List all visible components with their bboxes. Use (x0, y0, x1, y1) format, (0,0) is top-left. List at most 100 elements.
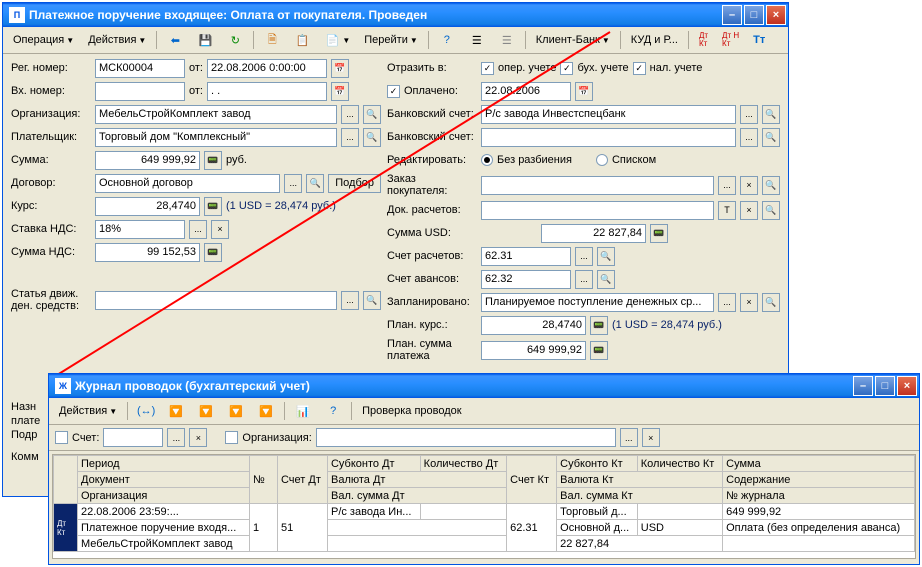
search-icon-9[interactable]: 🔍 (597, 247, 615, 266)
col-doc[interactable]: Документ (78, 472, 250, 488)
entries-icon-e[interactable]: 🔽 (252, 400, 280, 422)
payer-input[interactable] (95, 128, 337, 147)
dots-button-4[interactable]: ... (189, 220, 207, 239)
col-qty-dt[interactable]: Количество Дт (420, 456, 506, 472)
search-icon[interactable]: 🔍 (363, 105, 381, 124)
org-filter-clear[interactable]: × (642, 428, 660, 447)
acc-filter-dots[interactable]: ... (167, 428, 185, 447)
calc-icon-2[interactable]: 📟 (204, 197, 222, 216)
col-journal[interactable]: № журнала (723, 488, 915, 504)
clear-icon-4[interactable]: × (740, 293, 758, 312)
entries-grid[interactable]: Период № Счет Дт Субконто Дт Количество … (52, 454, 916, 559)
calc-icon[interactable]: 📟 (204, 151, 222, 170)
acc-adv-input[interactable] (481, 270, 571, 289)
sum-input[interactable] (95, 151, 200, 170)
col-no[interactable]: № (249, 456, 277, 504)
col-qty-kt[interactable]: Количество Кт (637, 456, 722, 472)
col-sub-dt[interactable]: Субконто Дт (327, 456, 420, 472)
reg-date-input[interactable] (207, 59, 327, 78)
calendar-icon[interactable]: 📅 (331, 59, 349, 78)
entries-icon-f[interactable]: 📊 (289, 400, 317, 422)
toolbar-icon-d[interactable]: ☰ (493, 29, 521, 51)
toolbar-refresh-icon[interactable]: ↻ (221, 29, 249, 51)
dots-button-3[interactable]: ... (284, 174, 302, 193)
calc-icon-6[interactable]: 📟 (590, 341, 608, 360)
table-row[interactable]: Дт Кт 22.08.2006 23:59:... 1 51 Р/с заво… (54, 504, 915, 520)
col-period[interactable]: Период (78, 456, 250, 472)
reg-no-input[interactable] (95, 59, 185, 78)
calendar-icon-2[interactable]: 📅 (331, 82, 349, 101)
entries-icon-b[interactable]: 🔽 (162, 400, 190, 422)
col-acc-kt[interactable]: Счет Кт (507, 456, 557, 504)
search-icon-7[interactable]: 🔍 (762, 176, 780, 195)
col-acc-dt[interactable]: Счет Дт (277, 456, 327, 504)
col-valsum-dt[interactable]: Вал. сумма Дт (327, 488, 506, 504)
col-content[interactable]: Содержание (723, 472, 915, 488)
plan-sum-input[interactable] (481, 341, 586, 360)
maximize-button[interactable]: □ (744, 5, 764, 25)
rate-input[interactable] (95, 197, 200, 216)
dots-button-10[interactable]: ... (575, 270, 593, 289)
toolbar-icon-b[interactable]: 📋 (288, 29, 316, 51)
entries-icon-d[interactable]: 🔽 (222, 400, 250, 422)
bank1-input[interactable] (481, 105, 736, 124)
operation-menu[interactable]: Операция▼ (7, 31, 80, 49)
dtkt-button[interactable]: Дт Кт (693, 29, 714, 51)
list-radio[interactable] (596, 154, 608, 166)
entries-help-button[interactable]: ? (319, 400, 347, 422)
search-icon-2[interactable]: 🔍 (363, 128, 381, 147)
dtktn-button[interactable]: Дт Н Кт (716, 29, 745, 51)
col-sub-kt[interactable]: Субконто Кт (557, 456, 638, 472)
entries-icon-a[interactable]: (↔) (132, 400, 160, 422)
bank2-input[interactable] (481, 128, 736, 147)
tt-button[interactable]: Тт (747, 31, 771, 49)
select-button[interactable]: Подбор (328, 174, 381, 193)
doc-calc-input[interactable] (481, 201, 714, 220)
help-button[interactable]: ? (433, 29, 461, 51)
search-icon-11[interactable]: 🔍 (762, 293, 780, 312)
dots-button-11[interactable]: ... (718, 293, 736, 312)
vat-rate-input[interactable] (95, 220, 185, 239)
paid-date-input[interactable] (481, 82, 571, 101)
table-row[interactable]: Платежное поручение входя... Основной д.… (54, 520, 915, 536)
search-icon-3[interactable]: 🔍 (306, 174, 324, 193)
nal-checkbox[interactable]: ✓ (633, 62, 646, 75)
clear-icon-2[interactable]: × (740, 176, 758, 195)
close-button[interactable]: × (766, 5, 786, 25)
entries-minimize-button[interactable]: – (853, 376, 873, 396)
dots-button-7[interactable]: ... (740, 128, 758, 147)
toolbar-icon-a[interactable]: 🗎 (258, 29, 286, 51)
calendar-icon-3[interactable]: 📅 (575, 82, 593, 101)
search-icon-5[interactable]: 🔍 (762, 105, 780, 124)
acc-filter-checkbox[interactable] (55, 431, 68, 444)
dots-button-2[interactable]: ... (341, 128, 359, 147)
in-no-input[interactable] (95, 82, 185, 101)
bu-checkbox[interactable]: ✓ (560, 62, 573, 75)
dots-button[interactable]: ... (341, 105, 359, 124)
entries-actions-menu[interactable]: Действия▼ (53, 402, 123, 420)
minimize-button[interactable]: – (722, 5, 742, 25)
clientbank-menu[interactable]: Клиент-Банк▼ (530, 31, 616, 49)
toolbar-dropdown-icon[interactable]: 📄▼ (318, 29, 356, 51)
search-icon-6[interactable]: 🔍 (762, 128, 780, 147)
contract-input[interactable] (95, 174, 280, 193)
dots-button-6[interactable]: ... (740, 105, 758, 124)
dots-button-5[interactable]: ... (341, 291, 359, 310)
oper-checkbox[interactable]: ✓ (481, 62, 494, 75)
org-filter-dots[interactable]: ... (620, 428, 638, 447)
org-input[interactable] (95, 105, 337, 124)
check-entries-button[interactable]: Проверка проводок (356, 402, 467, 420)
toolbar-prev-icon[interactable]: ⬅ (161, 29, 189, 51)
acc-calc-input[interactable] (481, 247, 571, 266)
acc-filter-clear[interactable]: × (189, 428, 207, 447)
entries-close-button[interactable]: × (897, 376, 917, 396)
entries-icon-c[interactable]: 🔽 (192, 400, 220, 422)
search-icon-4[interactable]: 🔍 (363, 291, 381, 310)
entries-maximize-button[interactable]: □ (875, 376, 895, 396)
cashflow-input[interactable] (95, 291, 337, 310)
planned-input[interactable] (481, 293, 714, 312)
goto-menu[interactable]: Перейти▼ (358, 31, 424, 49)
t-button[interactable]: T (718, 201, 736, 220)
dots-button-9[interactable]: ... (575, 247, 593, 266)
paid-checkbox[interactable]: ✓ (387, 85, 400, 98)
